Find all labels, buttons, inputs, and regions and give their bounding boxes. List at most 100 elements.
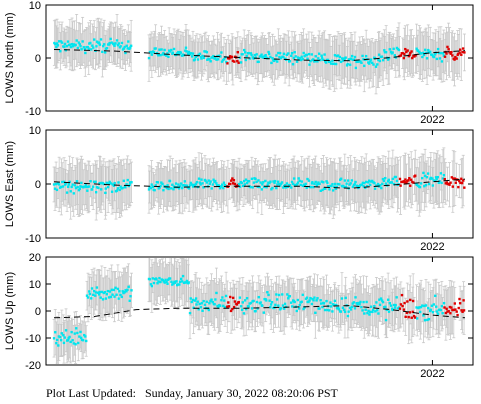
- recent-point: [443, 55, 447, 58]
- data-point: [326, 181, 329, 185]
- data-point: [332, 189, 335, 192]
- data-point: [367, 181, 370, 184]
- data-point: [111, 293, 114, 296]
- data-point: [222, 304, 225, 308]
- data-point: [171, 283, 174, 286]
- data-point: [163, 281, 166, 284]
- data-point: [149, 186, 153, 190]
- data-point: [323, 308, 327, 312]
- data-point: [166, 282, 169, 285]
- data-point: [415, 306, 418, 309]
- data-point: [331, 59, 334, 62]
- data-point: [89, 41, 92, 45]
- data-point: [194, 182, 198, 186]
- recent-point: [399, 303, 403, 306]
- data-point: [322, 181, 325, 184]
- data-point: [275, 186, 278, 190]
- data-point: [429, 308, 432, 312]
- data-point: [64, 182, 68, 185]
- data-point: [362, 185, 365, 188]
- data-point: [337, 306, 340, 310]
- data-point: [309, 185, 313, 189]
- data-point: [128, 183, 131, 186]
- data-point: [275, 293, 278, 296]
- data-point: [220, 60, 224, 63]
- data-point: [321, 58, 325, 62]
- recent-point: [407, 179, 410, 182]
- data-point: [429, 176, 433, 180]
- data-point: [93, 38, 96, 41]
- data-point: [290, 54, 293, 58]
- data-point: [119, 293, 122, 297]
- data-point: [433, 53, 437, 56]
- data-point: [328, 188, 331, 191]
- data-point: [117, 42, 121, 45]
- recent-point: [451, 54, 454, 57]
- data-point: [59, 50, 62, 53]
- data-point: [117, 297, 120, 300]
- recent-point: [236, 183, 240, 187]
- data-point: [124, 186, 127, 189]
- data-point: [166, 52, 169, 55]
- data-point: [168, 277, 172, 280]
- data-point: [384, 182, 388, 185]
- data-point: [298, 179, 301, 183]
- data-point: [200, 57, 203, 60]
- data-point: [161, 53, 164, 56]
- recent-point: [403, 181, 407, 184]
- data-point: [189, 297, 192, 300]
- data-point: [189, 181, 192, 185]
- data-point: [435, 310, 438, 313]
- data-point: [353, 182, 356, 186]
- data-point: [346, 314, 350, 318]
- data-point: [153, 188, 156, 192]
- data-point: [249, 185, 252, 189]
- data-point: [257, 295, 260, 299]
- data-point: [280, 182, 283, 185]
- recent-point: [409, 184, 412, 187]
- recent-point: [453, 58, 456, 61]
- data-point: [71, 339, 74, 342]
- data-point: [160, 48, 163, 51]
- data-point: [54, 331, 57, 334]
- data-point: [162, 189, 165, 192]
- data-point: [252, 181, 256, 184]
- data-point: [165, 186, 168, 190]
- data-point: [369, 60, 372, 63]
- data-point: [110, 41, 113, 44]
- data-point: [316, 183, 319, 186]
- data-point: [86, 45, 89, 49]
- data-point: [156, 282, 159, 285]
- recent-point: [229, 182, 232, 186]
- data-point: [368, 179, 371, 182]
- data-point: [299, 183, 302, 187]
- data-point: [424, 48, 427, 52]
- recent-point: [412, 314, 416, 318]
- data-point: [363, 312, 366, 315]
- recent-point: [409, 51, 412, 55]
- recent-point: [414, 174, 417, 177]
- data-point: [311, 181, 314, 184]
- data-point: [356, 303, 359, 306]
- data-point: [299, 58, 303, 62]
- data-point: [269, 55, 272, 59]
- data-point: [152, 281, 156, 285]
- data-point: [258, 185, 261, 189]
- data-point: [60, 41, 64, 44]
- data-point: [255, 180, 258, 184]
- data-point: [384, 51, 388, 54]
- data-point: [158, 276, 161, 280]
- data-point: [371, 308, 375, 311]
- recent-point: [448, 305, 452, 309]
- data-point: [262, 311, 266, 314]
- data-point: [95, 186, 99, 189]
- data-point: [128, 47, 131, 51]
- data-point: [242, 48, 246, 52]
- data-point: [317, 181, 320, 184]
- data-point: [73, 184, 77, 187]
- data-point: [62, 45, 66, 48]
- data-point: [250, 307, 254, 310]
- data-point: [220, 183, 224, 186]
- data-point: [220, 299, 223, 302]
- data-point: [221, 296, 224, 299]
